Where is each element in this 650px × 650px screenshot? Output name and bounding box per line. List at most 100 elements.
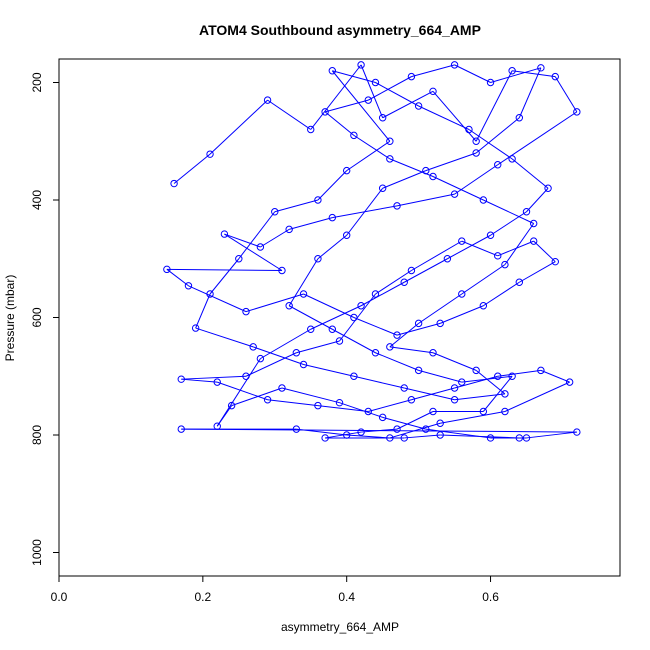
series-line-segment bbox=[188, 285, 247, 313]
series-line-segment bbox=[461, 240, 498, 257]
data-point bbox=[436, 431, 444, 439]
data-point bbox=[551, 72, 559, 81]
series-line-segment bbox=[454, 64, 491, 83]
data-point bbox=[479, 407, 488, 416]
series-line-segment bbox=[447, 234, 491, 260]
series-line-segment bbox=[396, 322, 441, 336]
data-point bbox=[472, 137, 480, 145]
series-line-segment bbox=[288, 258, 319, 307]
data-point bbox=[371, 78, 380, 87]
series-line-segment bbox=[404, 387, 455, 401]
data-point bbox=[285, 302, 293, 310]
series-line-segment bbox=[375, 82, 419, 107]
data-point bbox=[227, 401, 236, 410]
data-point bbox=[220, 230, 229, 238]
series-line-segment bbox=[296, 340, 340, 354]
series-line-segment bbox=[360, 281, 405, 307]
data-point bbox=[501, 390, 509, 398]
data-point bbox=[350, 372, 358, 380]
data-point bbox=[321, 108, 329, 116]
data-point bbox=[271, 208, 279, 216]
data-point bbox=[386, 343, 394, 351]
data-point bbox=[522, 434, 531, 442]
data-point bbox=[522, 208, 531, 216]
data-point bbox=[307, 325, 315, 333]
data-point bbox=[573, 108, 581, 116]
series-line-segment bbox=[181, 375, 247, 380]
data-point bbox=[378, 114, 387, 122]
series-line-segment bbox=[339, 402, 383, 418]
series-line-segment bbox=[382, 170, 426, 189]
data-point bbox=[307, 125, 315, 134]
y-tick-label: 600 bbox=[30, 307, 44, 327]
series-line-segment bbox=[512, 70, 556, 78]
data-point bbox=[472, 366, 480, 375]
series-line-segment bbox=[173, 153, 211, 184]
series-line-segment bbox=[346, 140, 391, 172]
data-point bbox=[206, 290, 214, 298]
data-point bbox=[458, 378, 466, 386]
data-point bbox=[292, 349, 301, 357]
data-point bbox=[450, 384, 459, 392]
series-line-segment bbox=[389, 322, 419, 348]
data-point bbox=[321, 434, 329, 442]
data-point bbox=[371, 290, 380, 298]
data-point bbox=[429, 87, 437, 96]
data-point bbox=[350, 313, 358, 322]
data-point bbox=[529, 219, 538, 228]
series-line-segment bbox=[396, 193, 455, 207]
data-point bbox=[508, 372, 516, 380]
data-point bbox=[458, 290, 466, 298]
axes-layer: 0.0 0.2 0.4 0.6 200 400 600 800 1000 bbox=[30, 72, 499, 604]
data-point bbox=[494, 161, 502, 169]
data-point bbox=[400, 278, 408, 286]
data-point bbox=[515, 278, 524, 286]
data-point bbox=[414, 366, 423, 375]
data-point bbox=[314, 255, 322, 263]
series-line-segment bbox=[324, 111, 355, 136]
x-tick-label: 0.2 bbox=[195, 590, 212, 604]
data-point bbox=[177, 375, 185, 383]
data-point bbox=[494, 372, 502, 380]
data-point bbox=[342, 231, 351, 239]
y-tick-label: 400 bbox=[30, 190, 44, 210]
series-line-segment bbox=[483, 281, 520, 307]
series-line-segment bbox=[216, 358, 261, 427]
series-line-segment bbox=[332, 328, 376, 354]
data-point bbox=[450, 190, 459, 198]
plot-frame bbox=[58, 58, 621, 577]
data-point bbox=[544, 184, 552, 192]
series-line-segment bbox=[454, 375, 498, 389]
data-point bbox=[422, 425, 430, 433]
data-point bbox=[573, 428, 581, 436]
data-point bbox=[429, 172, 437, 181]
data-point bbox=[213, 378, 221, 386]
series-line-segment bbox=[317, 234, 348, 260]
data-point bbox=[256, 354, 265, 363]
series-layer bbox=[163, 61, 581, 442]
data-point bbox=[479, 302, 488, 310]
data-point bbox=[206, 150, 214, 158]
data-point bbox=[508, 67, 516, 75]
series-line-segment bbox=[274, 199, 319, 213]
series-line-segment bbox=[490, 211, 527, 236]
series-line-segment bbox=[490, 67, 542, 83]
data-point bbox=[357, 61, 365, 69]
data-point bbox=[429, 349, 437, 357]
series-line-segment bbox=[289, 217, 333, 230]
series-line-segment bbox=[267, 99, 312, 130]
data-point bbox=[515, 434, 524, 442]
data-point bbox=[436, 319, 444, 328]
data-point bbox=[278, 266, 286, 275]
data-point bbox=[328, 325, 337, 333]
data-point bbox=[378, 413, 387, 422]
data-point bbox=[501, 407, 509, 416]
series-line-segment bbox=[310, 305, 362, 330]
data-point bbox=[357, 302, 365, 310]
series-line-segment bbox=[260, 328, 311, 360]
series-line-segment bbox=[231, 387, 283, 407]
y-tick-label: 200 bbox=[30, 72, 44, 92]
data-point bbox=[565, 378, 574, 386]
